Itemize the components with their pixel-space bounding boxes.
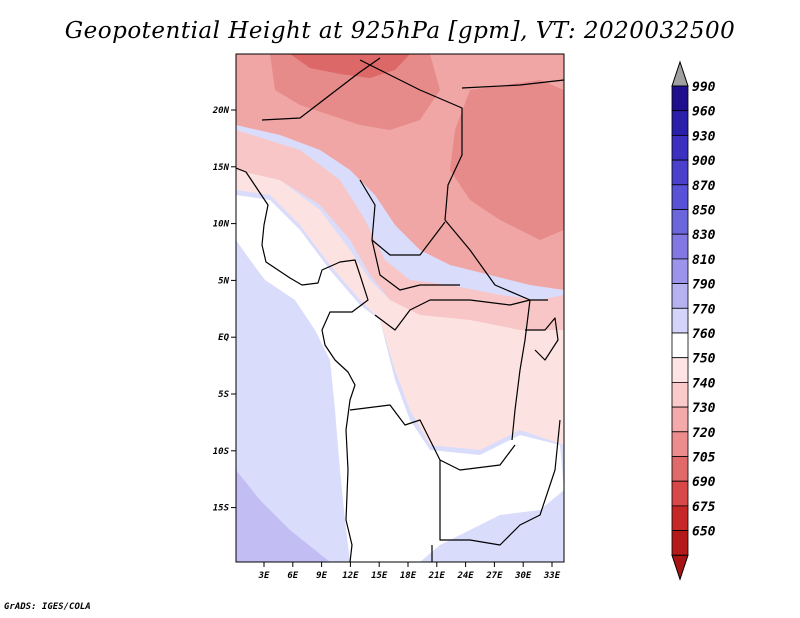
- grads-credit: GrADS: IGES/COLA: [4, 602, 91, 612]
- x-tick-label: 9E: [316, 571, 327, 581]
- border-angola: [349, 404, 516, 471]
- x-tick-label: 18E: [400, 571, 417, 581]
- y-tick-label: 10S: [213, 447, 230, 457]
- y-axis: 20N 15N 10N 5N EQ 5S 10S 15S: [212, 106, 236, 514]
- colorbar-swatch: [671, 258, 689, 284]
- y-tick-label: 20N: [212, 106, 230, 116]
- colorbar-label: 740: [692, 376, 716, 391]
- colorbar-label: 990: [692, 80, 716, 95]
- colorbar-label: 870: [692, 179, 716, 194]
- ocean-deep-field: [236, 470, 330, 562]
- x-tick-label: 33E: [543, 571, 561, 581]
- x-tick-label: 6E: [287, 571, 298, 581]
- colorbar-swatch: [671, 456, 689, 482]
- border-chad: [359, 179, 446, 256]
- y-tick-label: 15S: [213, 504, 230, 514]
- colorbar-label: 810: [692, 253, 716, 268]
- x-tick-label: 12E: [342, 571, 359, 581]
- x-tick-label: 30E: [514, 571, 532, 581]
- colorbar-label: 850: [692, 204, 716, 219]
- border-zambia: [439, 419, 561, 546]
- x-tick-label: 15E: [371, 571, 388, 581]
- colorbar-swatch: [671, 357, 689, 383]
- border-lakes: [511, 299, 531, 441]
- colorbar: 990 960 930 900 870 850 830 810 790 770 760 750 740 7…: [671, 60, 716, 581]
- colorbar-label: 770: [692, 302, 716, 317]
- y-tick-label: 5N: [218, 276, 229, 286]
- colorbar-label: 760: [692, 327, 716, 342]
- colorbar-label: 730: [692, 401, 716, 416]
- colorbar-swatch: [671, 283, 689, 309]
- colorbar-swatch: [671, 332, 689, 359]
- colorbar-swatch: [671, 110, 689, 136]
- colorbar-swatch: [671, 406, 689, 433]
- x-tick-label: 24E: [456, 571, 474, 581]
- border-drc-north: [374, 299, 531, 331]
- border-central: [359, 59, 548, 301]
- colorbar-label: 675: [692, 500, 716, 515]
- map-frame: [235, 53, 565, 563]
- country-borders: [236, 57, 564, 562]
- colorbar-swatch: [671, 307, 689, 334]
- colorbar-label: 930: [692, 129, 716, 144]
- colorbar-label: 750: [692, 352, 716, 367]
- colorbar-swatch: [671, 233, 689, 260]
- y-tick-label: 5S: [218, 390, 229, 400]
- x-tick-label: 21E: [428, 571, 446, 581]
- colorbar-label: 900: [692, 154, 716, 169]
- x-tick-label: 27E: [485, 571, 503, 581]
- colorbar-swatch: [671, 480, 689, 507]
- lake-victoria: [525, 317, 559, 361]
- colorbar-label: 690: [692, 475, 716, 490]
- y-tick-label: EQ: [218, 333, 229, 343]
- x-axis: 3E 6E 9E 12E 15E 18E 21E 24E 27E 30E 33E: [258, 562, 561, 581]
- colorbar-swatch: [671, 134, 689, 161]
- colorbar-top-arrow: [671, 60, 689, 87]
- colorbar-swatch: [671, 209, 689, 235]
- land-band-light: [236, 130, 564, 330]
- y-tick-label: 15N: [213, 163, 230, 173]
- colorbar-bottom-arrow: [671, 554, 689, 581]
- border-ne: [461, 79, 564, 89]
- west-coastline: [236, 167, 369, 562]
- colorbar-swatch: [671, 505, 689, 531]
- colorbar-swatch: [671, 381, 689, 408]
- border-car: [371, 239, 460, 291]
- colorbar-swatch: [671, 85, 689, 112]
- colorbar-label: 960: [692, 105, 716, 120]
- colorbar-swatch: [671, 159, 689, 186]
- colorbar-label: 720: [692, 426, 716, 441]
- colorbar-label: 705: [692, 451, 716, 466]
- colorbar-swatch: [671, 431, 689, 457]
- land-band-red: [290, 54, 410, 78]
- map-plot-area: [236, 54, 564, 562]
- border-nw: [261, 57, 381, 121]
- land-band-pale: [236, 170, 564, 450]
- land-band-dark: [270, 54, 440, 130]
- colorbar-swatch: [671, 530, 689, 556]
- x-tick-label: 3E: [258, 571, 270, 581]
- colorbar-label: 790: [692, 278, 716, 293]
- colorbar-label: 830: [692, 228, 716, 243]
- y-tick-label: 10N: [213, 220, 230, 230]
- land-band-dark-east: [450, 80, 564, 240]
- colorbar-swatch: [671, 184, 689, 210]
- land-band-white: [236, 195, 564, 562]
- colorbar-label: 650: [692, 525, 716, 540]
- map-title: Geopotential Height at 925hPa [gpm], VT:…: [64, 18, 736, 44]
